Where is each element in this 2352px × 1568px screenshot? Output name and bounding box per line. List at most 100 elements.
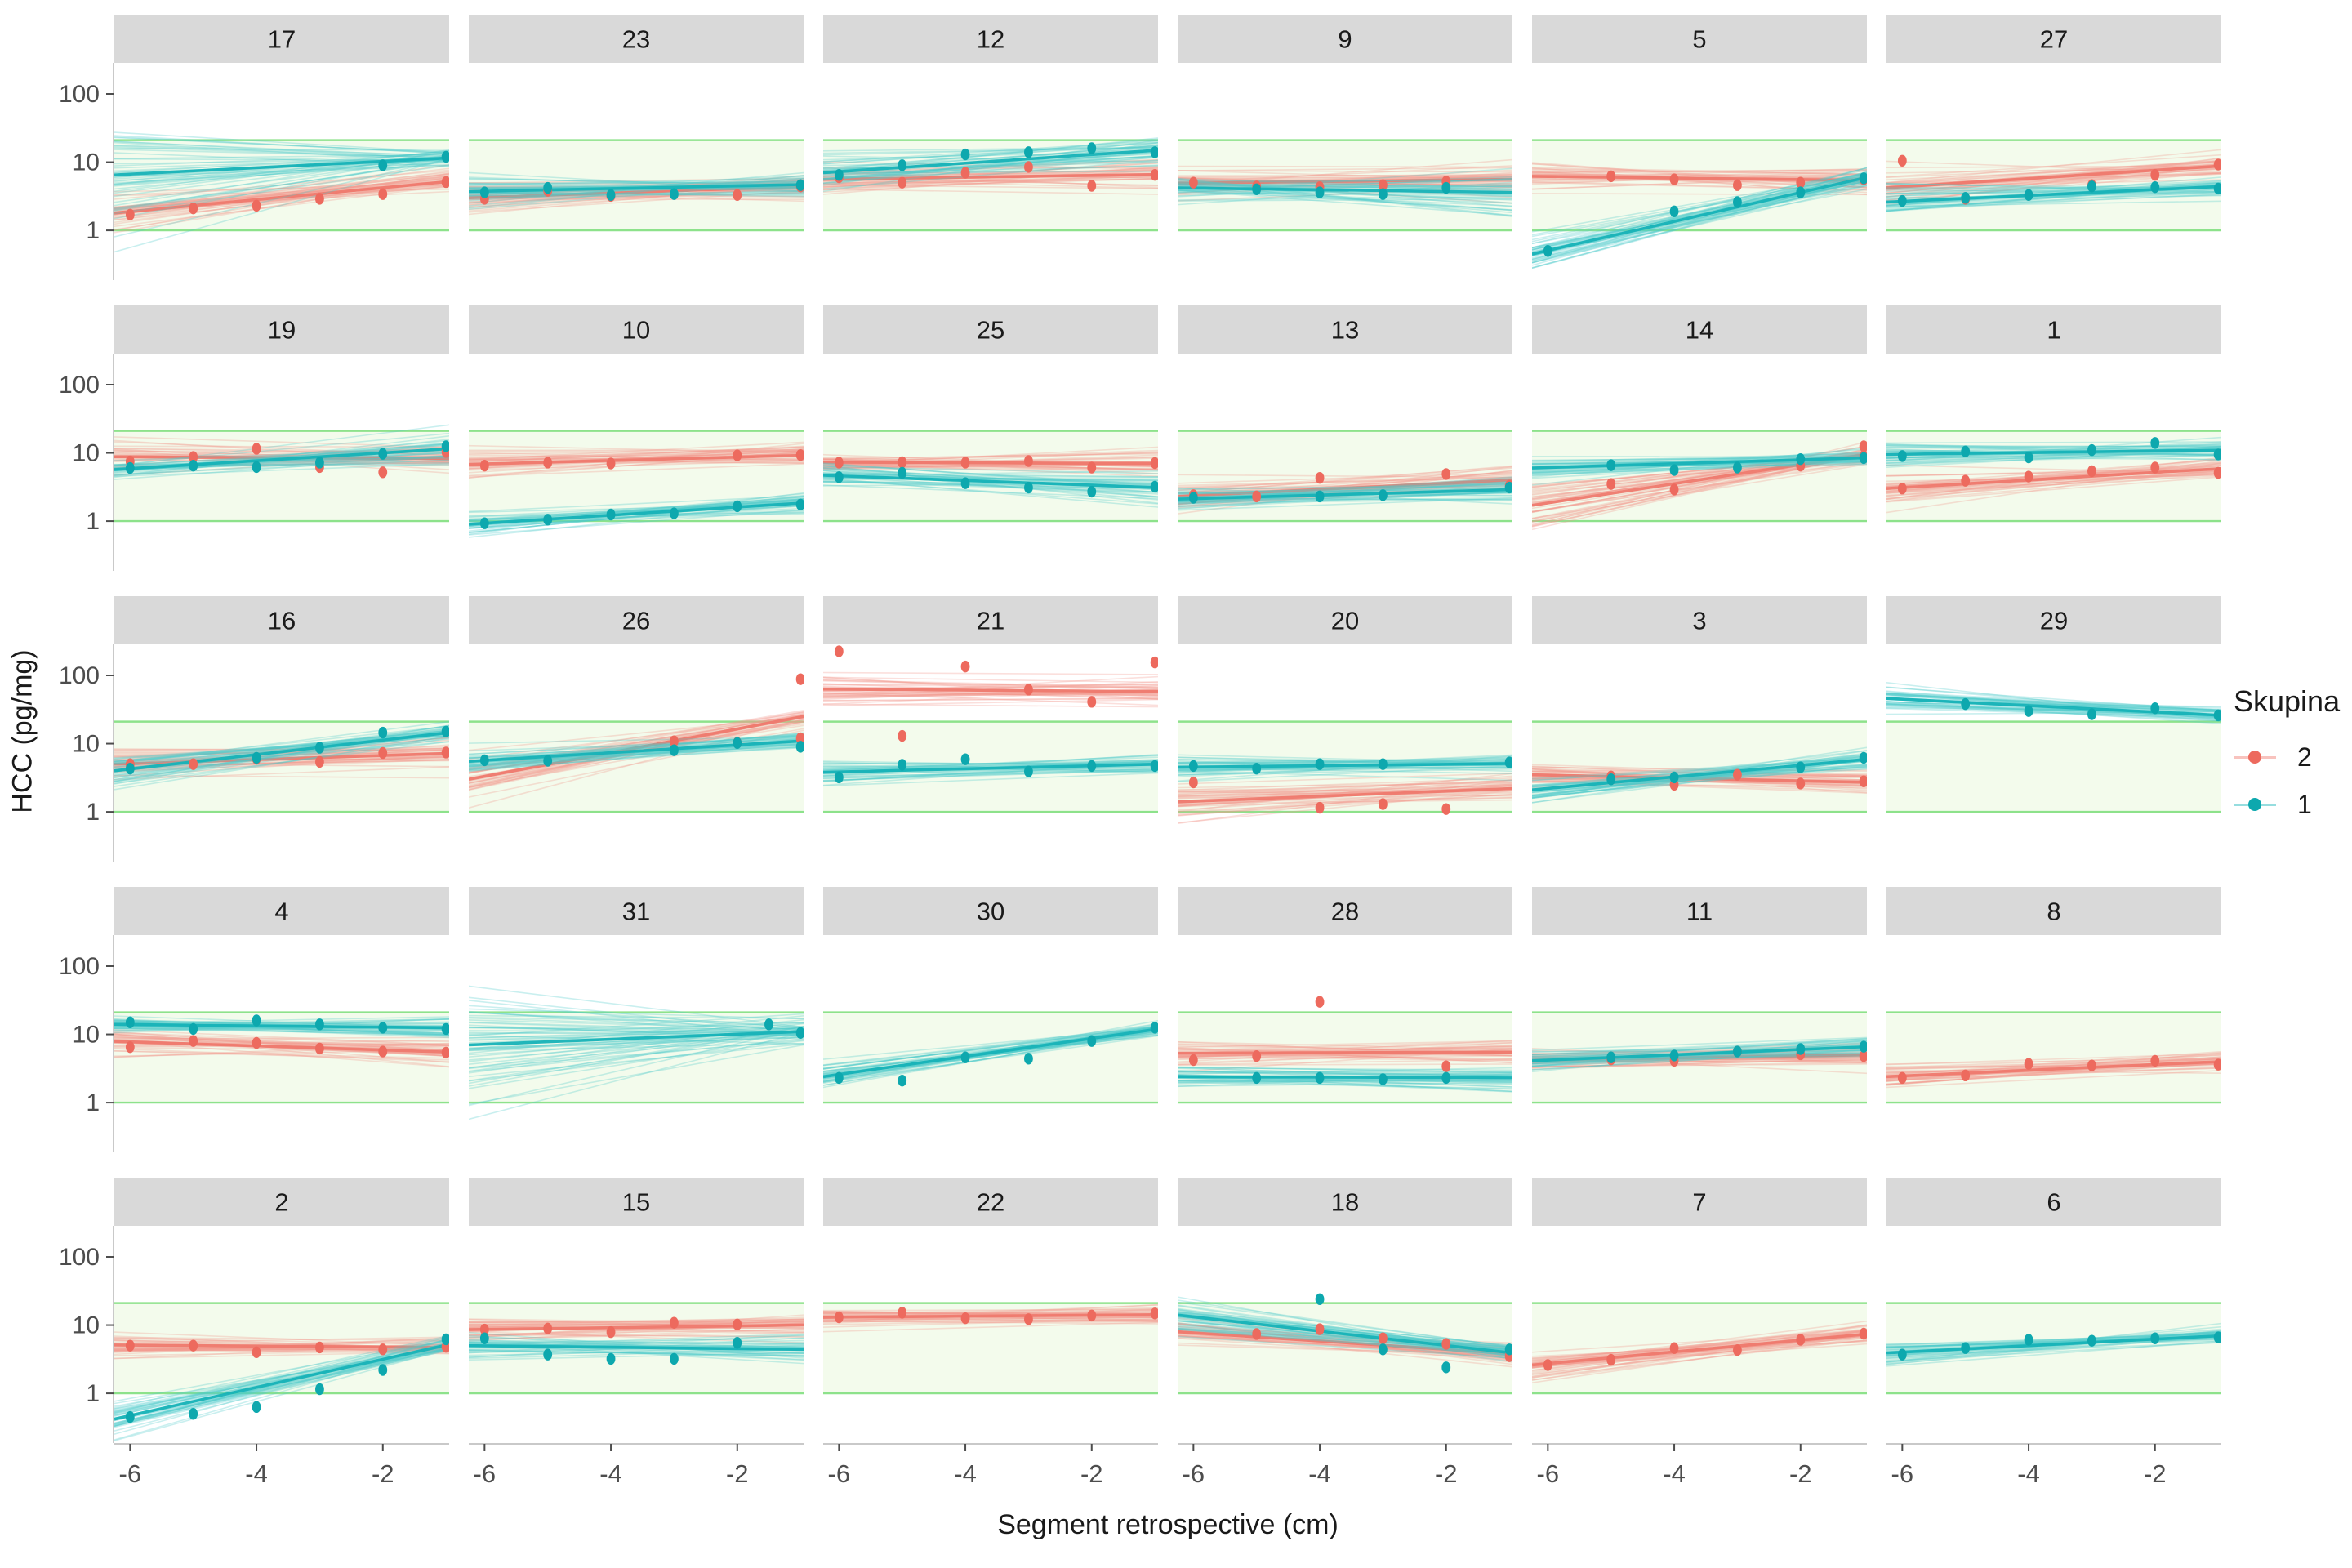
facet-strip-label: 30 (977, 898, 1004, 926)
spaghetti-lines-group1 (469, 985, 804, 1120)
facet-strip (1886, 15, 2221, 63)
data-point-group2 (479, 1323, 489, 1336)
legend-item-label: 1 (2297, 789, 2312, 819)
mean-trend-line-group1 (114, 156, 449, 176)
data-point-group1 (1669, 464, 1679, 476)
data-point-group2 (1379, 1332, 1388, 1344)
data-point-group2 (960, 457, 970, 469)
data-point-group1 (670, 1352, 679, 1365)
data-point-group2 (733, 189, 742, 201)
mean-trend-line-group2 (1178, 786, 1512, 804)
data-point-group2 (2024, 1058, 2034, 1070)
facet-17: 17 100 10 1 (59, 15, 449, 280)
data-point-group2 (1188, 776, 1198, 789)
data-point-group2 (315, 193, 324, 205)
facet-strip-label: 27 (2040, 25, 2068, 54)
mean-trend-line-group1 (1532, 757, 1867, 791)
data-point-group2 (1859, 775, 1867, 787)
facet-strip-label: 20 (1331, 607, 1359, 635)
data-point-group2 (1087, 180, 1097, 192)
data-point-group1 (795, 1027, 804, 1039)
facet-14: 14 (1532, 305, 1867, 531)
data-point-group2 (1796, 1334, 1806, 1346)
facet-strip-label: 18 (1331, 1188, 1359, 1217)
facet-9: 9 (1178, 15, 1512, 232)
reference-band (114, 140, 449, 231)
data-point-group2 (252, 1346, 261, 1358)
data-point-group1 (378, 1022, 388, 1034)
data-point-group2 (543, 457, 553, 469)
legend-item-group-2: 2 (2234, 733, 2352, 781)
data-point-group2 (1897, 1071, 1907, 1085)
data-point-group1 (898, 466, 907, 479)
data-point-group2 (1669, 483, 1679, 496)
spaghetti-lines-group1 (1886, 682, 2221, 724)
mean-trend-line-group1 (1886, 1334, 2221, 1355)
data-point-group2 (606, 1325, 616, 1339)
data-point-group1 (2087, 443, 2096, 457)
data-point-group1 (1961, 192, 1971, 204)
mean-trend-line-group1 (469, 183, 804, 194)
data-point-group1 (2087, 708, 2096, 720)
data-point-group2 (898, 456, 907, 469)
data-point-group2 (2150, 1054, 2160, 1067)
x-tick-label: -4 (599, 1459, 622, 1488)
mean-trend-line-group1 (114, 731, 449, 773)
data-point-group2 (252, 443, 261, 455)
x-tick-label: -4 (2017, 1459, 2040, 1488)
data-point-group2 (1150, 457, 1158, 470)
x-tick-label: -2 (1789, 1459, 1812, 1488)
data-point-group2 (252, 1036, 261, 1049)
data-point-group2 (1024, 684, 1033, 696)
data-point-group2 (1087, 696, 1097, 708)
facet-strip-label: 23 (622, 25, 650, 54)
mean-trend-line-group2 (469, 453, 804, 466)
data-point-group2 (1024, 455, 1033, 467)
mean-trend-line-group2 (1178, 177, 1512, 185)
data-point-group1 (1961, 1342, 1971, 1354)
data-point-group2 (252, 199, 261, 212)
mean-trend-line-group1 (1532, 1045, 1867, 1062)
data-point-group1 (315, 457, 324, 469)
data-point-group1 (2087, 1334, 2096, 1347)
facet-strip (823, 596, 1158, 644)
data-point-group2 (1315, 471, 1325, 484)
facet-16: 16 100 10 1 (59, 596, 449, 862)
data-point-group2 (441, 746, 449, 759)
facet-22: 22 -6 -4 -2 (823, 1178, 1158, 1488)
mean-trend-line-group1 (114, 1343, 449, 1421)
mean-trend-line-group1 (1178, 186, 1512, 194)
data-point-group2 (1733, 179, 1742, 191)
y-tick-label: 100 (59, 1244, 100, 1271)
x-tick-label: -2 (1080, 1459, 1103, 1488)
data-point-group2 (2213, 158, 2221, 171)
x-tick-label: -4 (1308, 1459, 1331, 1488)
data-point-group2 (1961, 474, 1971, 487)
data-point-group2 (1188, 176, 1198, 189)
mean-trend-line-group2 (1532, 452, 1867, 507)
data-point-group1 (1504, 481, 1512, 494)
data-point-group2 (189, 1035, 198, 1047)
legend-item-label: 2 (2297, 742, 2312, 772)
facet-strip (1178, 1178, 1512, 1226)
data-point-group2 (315, 1341, 324, 1354)
facet-strip-label: 15 (622, 1188, 650, 1217)
data-point-group1 (315, 742, 324, 754)
mean-trend-line-group2 (1178, 1050, 1512, 1055)
data-point-group1 (1961, 697, 1971, 710)
facet-21: 21 (823, 596, 1158, 813)
data-point-group2 (670, 1316, 679, 1329)
reference-band (469, 1012, 804, 1103)
mean-trend-line-group1 (1178, 1313, 1512, 1355)
mean-trend-line-group2 (1532, 175, 1867, 182)
facet-18: 18 -6 -4 -2 (1178, 1178, 1512, 1488)
data-point-group1 (834, 168, 844, 181)
facet-strip (1178, 305, 1512, 354)
data-point-group1 (125, 1410, 135, 1423)
data-point-group1 (378, 726, 388, 739)
data-point-group2 (125, 1040, 135, 1054)
data-point-group1 (1024, 146, 1033, 158)
y-tick-label: 10 (73, 1312, 100, 1339)
